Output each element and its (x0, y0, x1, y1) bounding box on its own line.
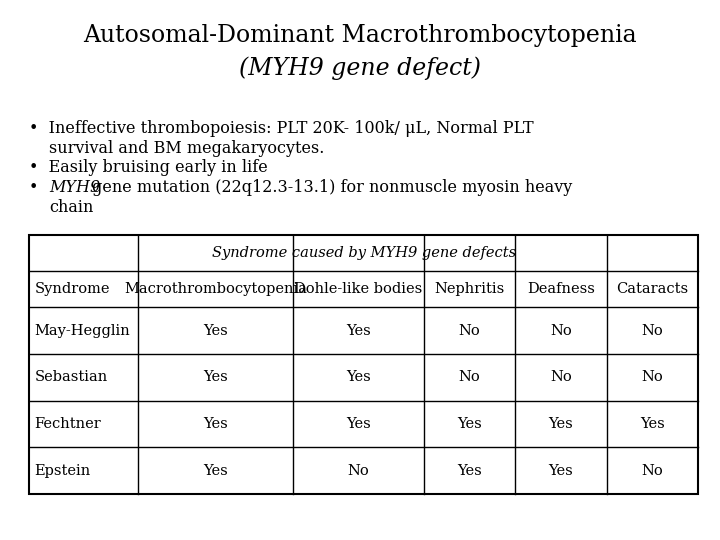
Text: Nephritis: Nephritis (434, 282, 505, 296)
Text: Syndrome caused by MYH9 gene defects: Syndrome caused by MYH9 gene defects (212, 246, 516, 260)
Text: (MYH9 gene defect): (MYH9 gene defect) (239, 57, 481, 80)
Text: Yes: Yes (203, 370, 228, 384)
Text: Yes: Yes (457, 417, 482, 431)
Text: Sebastian: Sebastian (35, 370, 108, 384)
Text: Yes: Yes (346, 370, 371, 384)
Text: Fechtner: Fechtner (35, 417, 102, 431)
Text: Yes: Yes (549, 464, 573, 478)
Text: No: No (642, 324, 663, 338)
Text: No: No (550, 370, 572, 384)
Text: Macrothrombocytopenia: Macrothrombocytopenia (124, 282, 307, 296)
Text: Yes: Yes (203, 464, 228, 478)
Text: Yes: Yes (457, 464, 482, 478)
Text: Epstein: Epstein (35, 464, 91, 478)
Text: Yes: Yes (203, 324, 228, 338)
Text: Cataracts: Cataracts (616, 282, 688, 296)
Text: survival and BM megakaryocytes.: survival and BM megakaryocytes. (49, 140, 324, 157)
Text: Deafness: Deafness (527, 282, 595, 296)
Text: •  Ineffective thrombopoiesis: PLT 20K- 100k/ μL, Normal PLT: • Ineffective thrombopoiesis: PLT 20K- 1… (29, 120, 534, 137)
Text: Yes: Yes (203, 417, 228, 431)
Text: •  Easily bruising early in life: • Easily bruising early in life (29, 159, 268, 176)
Text: gene mutation (22q12.3-13.1) for nonmuscle myosin heavy: gene mutation (22q12.3-13.1) for nonmusc… (87, 179, 572, 196)
Text: No: No (642, 370, 663, 384)
Text: Syndrome: Syndrome (35, 282, 110, 296)
Text: Autosomal-Dominant Macrothrombocytopenia: Autosomal-Dominant Macrothrombocytopenia (84, 24, 636, 48)
Text: Dohle-like bodies: Dohle-like bodies (294, 282, 423, 296)
Text: No: No (459, 370, 480, 384)
Text: Yes: Yes (549, 417, 573, 431)
Text: chain: chain (49, 199, 94, 215)
Text: No: No (642, 464, 663, 478)
Text: No: No (348, 464, 369, 478)
Text: Yes: Yes (346, 417, 371, 431)
Text: Yes: Yes (346, 324, 371, 338)
Text: •: • (29, 179, 48, 196)
Text: Yes: Yes (640, 417, 665, 431)
Text: No: No (459, 324, 480, 338)
Text: No: No (550, 324, 572, 338)
Text: May-Hegglin: May-Hegglin (35, 324, 130, 338)
Text: MYH9: MYH9 (49, 179, 100, 196)
